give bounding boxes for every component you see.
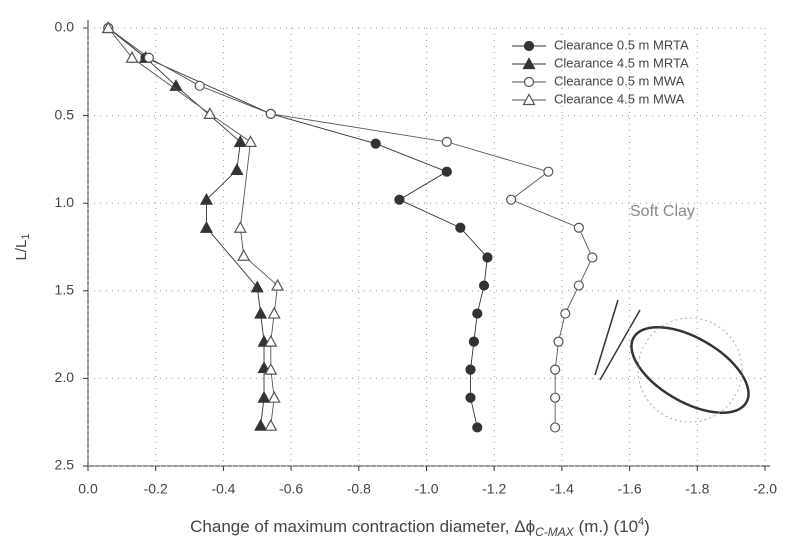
data-point: [195, 81, 204, 90]
x-label-sub: C-MAX: [535, 525, 575, 539]
y-tick-label: 2.5: [55, 457, 75, 473]
data-point: [456, 223, 465, 232]
page: Change of maximum contraction diameter, …: [0, 0, 788, 552]
x-tick-label: -0.8: [347, 481, 371, 497]
x-tick-label: -0.6: [279, 481, 303, 497]
x-tick-label: -1.6: [618, 481, 642, 497]
data-point: [473, 423, 482, 432]
data-point: [483, 253, 492, 262]
x-tick-label: -0.2: [144, 481, 168, 497]
x-tick-label: -1.0: [414, 481, 438, 497]
legend-marker: [525, 78, 534, 87]
data-point: [588, 253, 597, 262]
legend-label: Clearance 4.5 m MWA: [554, 91, 685, 106]
data-point: [554, 337, 563, 346]
data-point: [551, 393, 560, 402]
data-point: [442, 167, 451, 176]
legend-label: Clearance 4.5 m MRTA: [554, 55, 689, 70]
x-label-main: Change of maximum contraction diameter, …: [190, 517, 535, 536]
x-tick-label: -1.4: [550, 481, 574, 497]
chart: Change of maximum contraction diameter, …: [0, 0, 788, 552]
data-point: [480, 281, 489, 290]
data-point: [466, 393, 475, 402]
x-label-mid: (m.) (10: [574, 517, 638, 536]
data-point: [371, 139, 380, 148]
x-label-end: ): [644, 517, 650, 536]
data-point: [266, 109, 275, 118]
data-point: [507, 195, 516, 204]
x-tick-label: -1.8: [685, 481, 709, 497]
legend-label: Clearance 0.5 m MWA: [554, 73, 685, 88]
data-point: [561, 309, 570, 318]
y-label-sub: 1: [20, 234, 32, 240]
data-point: [144, 53, 153, 62]
data-point: [442, 137, 451, 146]
x-tick-label: -1.2: [482, 481, 506, 497]
data-point: [473, 309, 482, 318]
y-tick-label: 1.5: [55, 282, 75, 298]
data-point: [574, 223, 583, 232]
data-point: [395, 195, 404, 204]
data-point: [574, 281, 583, 290]
x-tick-label: -2.0: [753, 481, 777, 497]
x-tick-label: -0.4: [211, 481, 235, 497]
data-point: [469, 337, 478, 346]
data-point: [544, 167, 553, 176]
data-point: [551, 365, 560, 374]
x-tick-label: 0.0: [78, 481, 98, 497]
y-tick-label: 2.0: [55, 369, 75, 385]
y-tick-label: 0.5: [55, 106, 75, 122]
y-tick-label: 1.0: [55, 194, 75, 210]
x-axis-label: Change of maximum contraction diameter, …: [190, 516, 650, 539]
legend-marker: [525, 42, 534, 51]
data-point: [466, 365, 475, 374]
annotation: Soft Clay: [630, 203, 695, 220]
y-label-main: L/L: [13, 240, 30, 261]
y-tick-label: 0.0: [55, 19, 75, 35]
data-point: [551, 423, 560, 432]
legend-label: Clearance 0.5 m MRTA: [554, 37, 689, 52]
